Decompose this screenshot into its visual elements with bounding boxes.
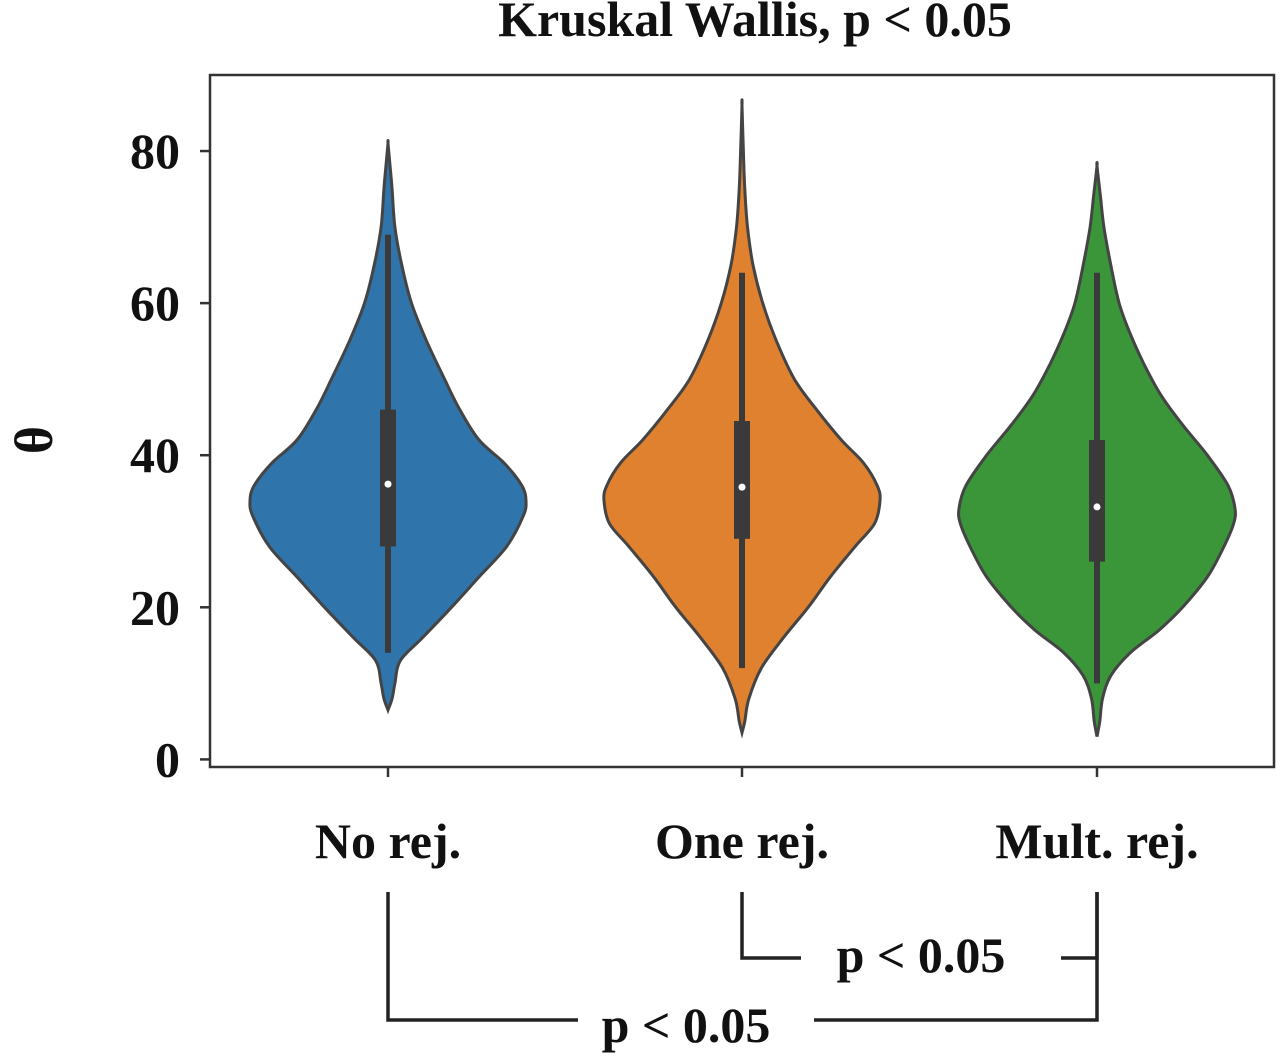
y-axis: 0 20 40 60 80 xyxy=(130,123,210,787)
x-tick-label: No rej. xyxy=(315,813,461,869)
bracket-left-arm xyxy=(740,892,801,960)
bracket-right-arm xyxy=(1061,892,1099,960)
bracket-right-arm xyxy=(814,892,1099,1022)
y-tick-label: 80 xyxy=(130,123,180,179)
violin-iqr-box xyxy=(1089,440,1105,562)
y-tick-label: 40 xyxy=(130,427,180,483)
x-tick-label: Mult. rej. xyxy=(995,813,1198,869)
violin-median-point xyxy=(1093,503,1101,511)
y-tick-label: 60 xyxy=(130,275,180,331)
x-tick-label: One rej. xyxy=(655,813,829,869)
violin-iqr-box xyxy=(734,421,750,539)
violins-layer xyxy=(248,98,1237,739)
significance-bracket: p < 0.05 xyxy=(386,892,1099,1053)
significance-brackets: p < 0.05 p < 0.05 xyxy=(386,892,1099,1053)
significance-bracket: p < 0.05 xyxy=(740,892,1099,983)
violin-median-point xyxy=(384,480,392,488)
bracket-label: p < 0.05 xyxy=(602,997,771,1053)
violin-group xyxy=(957,160,1237,737)
violin-iqr-box xyxy=(380,409,396,547)
violin-median-point xyxy=(738,483,746,491)
bracket-label: p < 0.05 xyxy=(837,927,1006,983)
y-axis-label: θ xyxy=(4,426,64,454)
y-tick-label: 0 xyxy=(155,731,180,787)
x-axis: No rej. One rej. Mult. rej. xyxy=(315,767,1199,869)
violin-group xyxy=(602,98,882,739)
bracket-left-arm xyxy=(386,892,578,1022)
y-tick-label: 20 xyxy=(130,579,180,635)
violin-group xyxy=(248,139,528,715)
chart-title: Kruskal Wallis, p < 0.05 xyxy=(498,0,1012,47)
